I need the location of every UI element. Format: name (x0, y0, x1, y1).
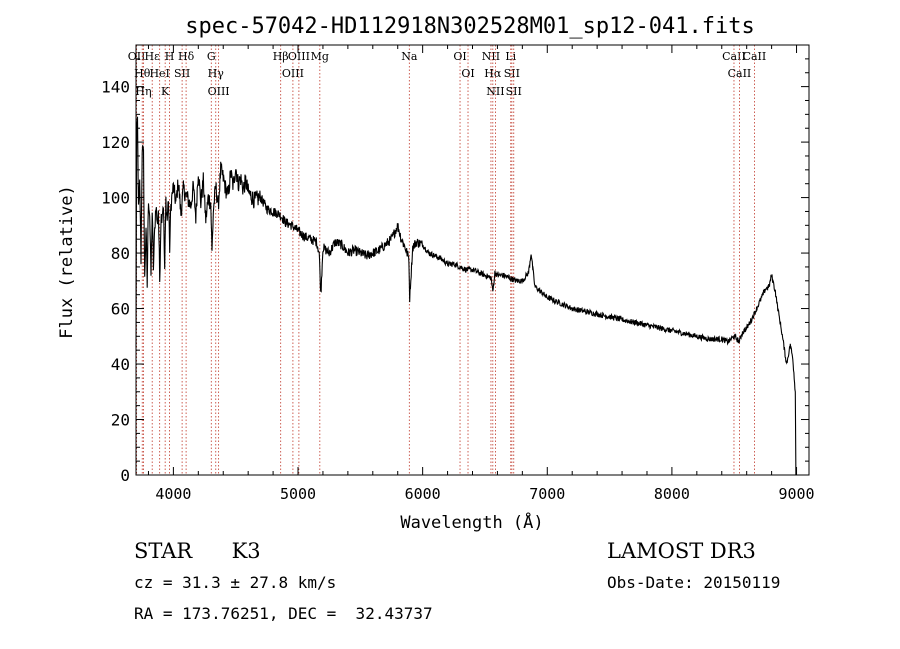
subclass-label: K3 (231, 539, 261, 563)
survey-label: LAMOST DR3 (607, 539, 756, 563)
y-axis: 0 20 40 60 80 100 120 140 (101, 58, 809, 485)
marker-label: Hδ (178, 50, 195, 63)
marker-label: K (161, 85, 170, 98)
marker-label: SII (504, 67, 520, 80)
y-tick-label: 140 (101, 78, 130, 97)
marker-label: Hα (484, 67, 502, 80)
x-tick-label: 8000 (654, 485, 690, 503)
y-tick-label: 60 (111, 300, 130, 319)
x-tick-label: 6000 (405, 485, 441, 503)
marker-label: OII (128, 50, 146, 63)
marker-label: NII (482, 50, 500, 63)
y-tick-label: 120 (101, 133, 130, 152)
chart-title: spec-57042-HD112918N302528M01_sp12-041.f… (185, 14, 755, 39)
y-tick-label: 80 (111, 244, 130, 263)
marker-label: OI (453, 50, 466, 63)
marker-label: NII (486, 85, 504, 98)
marker-label: G (207, 50, 216, 63)
obs-date-label: Obs-Date: 20150119 (607, 573, 781, 592)
marker-label: OIII (208, 85, 230, 98)
marker-label: Hη (135, 85, 151, 98)
y-tick-label: 100 (101, 189, 130, 208)
x-tick-label: 7000 (529, 485, 565, 503)
object-class: STAR K3 (134, 539, 261, 563)
marker-label: Li (505, 50, 516, 63)
x-tick-label: 9000 (778, 485, 814, 503)
object-class-label: STAR (134, 539, 193, 563)
marker-label: HeI (149, 67, 169, 80)
y-tick-label: 40 (111, 355, 130, 374)
marker-label: H (165, 50, 175, 63)
marker-label: Hθ (134, 67, 151, 80)
marker-label: OIII (288, 50, 310, 63)
y-tick-label: 20 (111, 411, 130, 430)
x-axis: 4000 5000 6000 7000 8000 9000 (147, 45, 815, 503)
marker-label: SII (174, 67, 190, 80)
x-tick-label: 5000 (280, 485, 316, 503)
y-axis-label: Flux (relative) (57, 185, 77, 339)
marker-label: CaII (728, 67, 752, 80)
x-tick-label: 4000 (155, 485, 191, 503)
marker-label: OI (461, 67, 474, 80)
marker-label: Na (401, 50, 418, 63)
spectrum-line (135, 116, 797, 476)
x-axis-label: Wavelength (Å) (400, 511, 543, 533)
y-tick-label: 0 (120, 466, 130, 485)
marker-label: Mg (311, 50, 329, 63)
marker-label: CaII (743, 50, 767, 63)
marker-label: SII (506, 85, 522, 98)
plot-frame (135, 44, 810, 476)
marker-label: Hε (145, 50, 161, 63)
redshift-label: cz = 31.3 ± 27.8 km/s (134, 573, 337, 592)
coordinates-label: RA = 173.76251, DEC = 32.43737 (134, 604, 433, 623)
marker-label: CaII (722, 50, 746, 63)
marker-label: Hγ (208, 67, 225, 80)
marker-label: Hβ (273, 50, 289, 63)
marker-label: OIII (282, 67, 304, 80)
